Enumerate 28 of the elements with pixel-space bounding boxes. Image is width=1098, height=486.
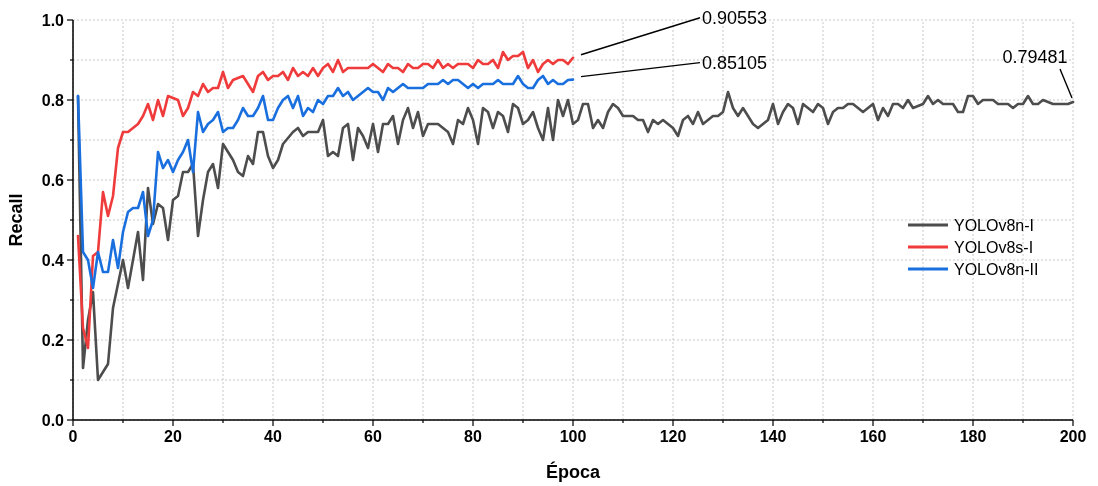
x-tick-label: 40 <box>264 428 282 445</box>
x-tick-label: 0 <box>68 428 78 445</box>
x-tick-label: 180 <box>959 428 987 445</box>
annotation: 0.79481 <box>1002 47 1068 68</box>
x-tick-label: 80 <box>464 428 482 445</box>
y-tick-label: 0.8 <box>41 92 65 109</box>
x-tick-label: 140 <box>759 428 787 445</box>
y-tick-label: 0.4 <box>41 252 65 269</box>
annotation: 0.85105 <box>702 52 768 73</box>
y-tick-label: 1.0 <box>41 12 65 29</box>
x-tick-label: 160 <box>859 428 887 445</box>
legend-label: YOLOv8s-I <box>954 239 1034 256</box>
line-series <box>76 90 1075 382</box>
x-tick-label: 200 <box>1059 428 1087 445</box>
x-tick-label: 120 <box>659 428 687 445</box>
legend-label: YOLOv8n-II <box>954 261 1039 278</box>
x-tick-label: 20 <box>164 428 182 445</box>
line-series <box>76 50 575 350</box>
line-series <box>76 74 575 290</box>
x-axis-title: Época <box>545 461 601 482</box>
y-tick-label: 0.2 <box>41 332 65 349</box>
legend-label: YOLOv8n-I <box>954 217 1035 234</box>
y-tick-label: 0.6 <box>41 172 65 189</box>
y-axis-title: Recall <box>6 193 26 247</box>
annotation: 0.90553 <box>702 7 768 28</box>
x-tick-label: 100 <box>559 428 587 445</box>
x-tick-label: 60 <box>364 428 382 445</box>
y-tick-label: 0.0 <box>41 412 65 429</box>
